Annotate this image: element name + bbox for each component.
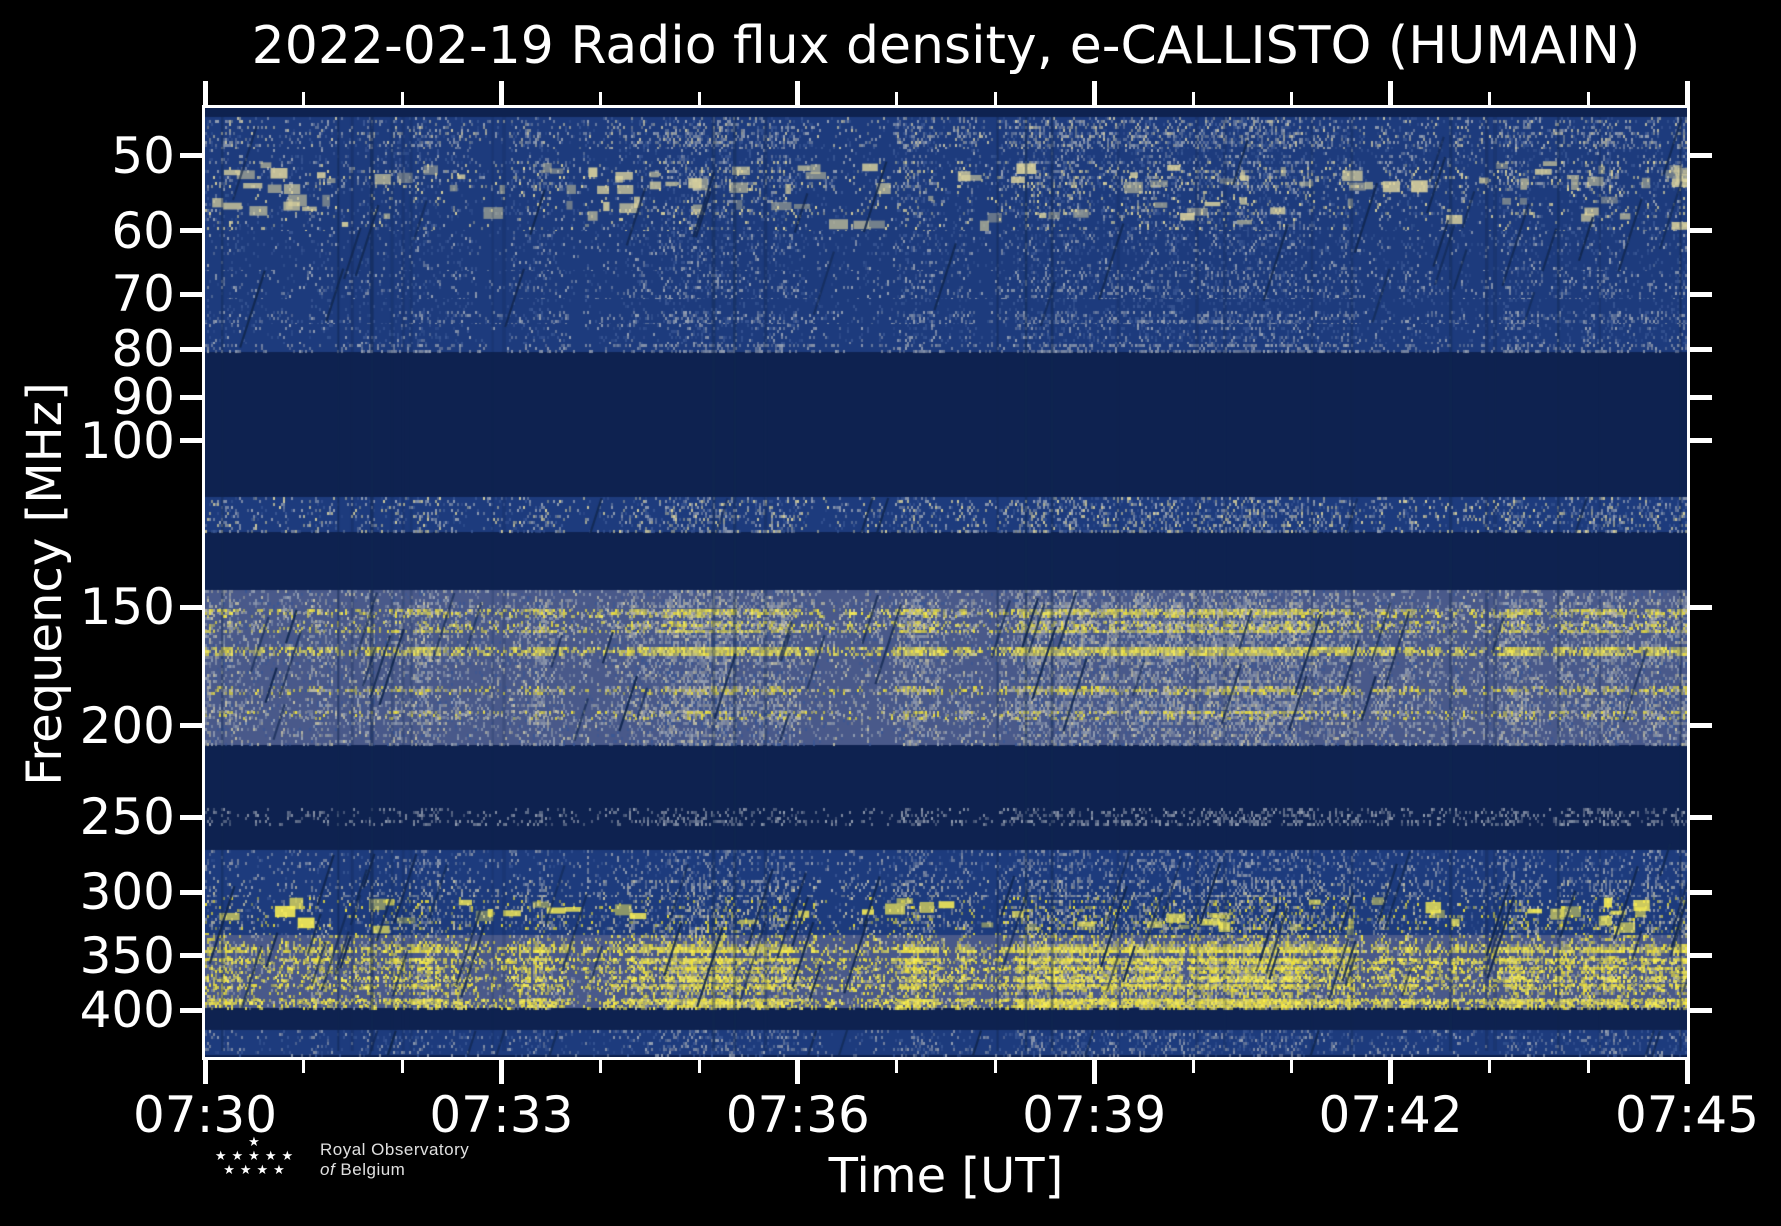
x-major-tick: [498, 81, 504, 105]
y-tick-label: 100: [79, 411, 175, 470]
x-minor-tick: [993, 1060, 997, 1073]
x-minor-tick: [1191, 92, 1195, 105]
y-major-tick: [180, 814, 202, 820]
x-axis-title: Time [UT]: [828, 1148, 1064, 1204]
y-tick-label: 250: [79, 788, 175, 847]
y-tick-label: 80: [111, 320, 175, 379]
rob-logo-stars-icon: ★ ★★★★★ ★★★★: [206, 1136, 302, 1178]
y-axis-title: Frequency [MHz]: [17, 382, 73, 786]
y-major-tick: [1690, 228, 1712, 234]
x-major-tick: [498, 1060, 504, 1084]
x-major-tick: [202, 1060, 208, 1084]
x-major-tick: [202, 81, 208, 105]
x-minor-tick: [1290, 92, 1294, 105]
rob-logo-line2-name: Belgium: [340, 1160, 406, 1179]
x-minor-tick: [1586, 92, 1590, 105]
y-major-tick: [180, 291, 202, 297]
y-major-tick: [1690, 814, 1712, 820]
y-major-tick: [1690, 723, 1712, 729]
x-major-tick: [795, 1060, 801, 1084]
x-major-tick: [1388, 81, 1394, 105]
y-major-tick: [1690, 1007, 1712, 1013]
x-minor-tick: [1487, 92, 1491, 105]
y-tick-label: 400: [79, 981, 175, 1040]
x-major-tick: [1091, 1060, 1097, 1084]
x-minor-tick: [302, 1060, 306, 1073]
y-major-tick: [1690, 953, 1712, 959]
y-major-tick: [1690, 438, 1712, 444]
x-minor-tick: [1487, 1060, 1491, 1073]
rob-logo-line2-prefix: of: [320, 1160, 336, 1179]
chart-title: 2022-02-19 Radio flux density, e-CALLIST…: [251, 16, 1641, 76]
y-major-tick: [1690, 394, 1712, 400]
x-minor-tick: [697, 1060, 701, 1073]
y-major-tick: [180, 346, 202, 352]
x-minor-tick: [302, 92, 306, 105]
y-major-tick: [1690, 346, 1712, 352]
x-major-tick: [795, 81, 801, 105]
y-major-tick: [180, 228, 202, 234]
x-minor-tick: [895, 1060, 899, 1073]
y-major-tick: [1690, 291, 1712, 297]
x-tick-label: 07:42: [1318, 1086, 1463, 1144]
x-minor-tick: [993, 92, 997, 105]
y-major-tick: [1690, 604, 1712, 610]
y-major-tick: [1690, 153, 1712, 159]
x-minor-tick: [598, 1060, 602, 1073]
rob-logo-star-row: ★★★★★: [214, 1149, 299, 1164]
x-minor-tick: [598, 92, 602, 105]
x-minor-tick: [401, 92, 405, 105]
x-major-tick: [1091, 81, 1097, 105]
rob-logo: ★ ★★★★★ ★★★★ Royal Observatory of Belgium: [206, 1136, 469, 1180]
x-minor-tick: [1191, 1060, 1195, 1073]
rob-logo-line2: of Belgium: [320, 1160, 469, 1180]
y-tick-label: 50: [111, 126, 175, 185]
y-tick-label: 60: [111, 201, 175, 260]
x-minor-tick: [697, 92, 701, 105]
x-tick-label: 07:30: [132, 1086, 278, 1144]
y-major-tick: [180, 889, 202, 895]
y-tick-label: 350: [79, 926, 175, 985]
y-major-tick: [1690, 889, 1712, 895]
y-major-tick: [180, 438, 202, 444]
y-tick-label: 300: [79, 863, 175, 922]
spectrogram-canvas: [205, 108, 1687, 1057]
x-minor-tick: [895, 92, 899, 105]
x-tick-label: 07:33: [429, 1086, 574, 1144]
x-minor-tick: [401, 1060, 405, 1073]
y-tick-label: 70: [111, 265, 175, 324]
x-minor-tick: [1586, 1060, 1590, 1073]
x-tick-label: 07:39: [1022, 1086, 1167, 1144]
x-major-tick: [1388, 1060, 1394, 1084]
y-major-tick: [180, 153, 202, 159]
x-minor-tick: [1290, 1060, 1294, 1073]
y-tick-label: 90: [111, 368, 175, 427]
rob-logo-text: Royal Observatory of Belgium: [320, 1140, 469, 1180]
x-major-tick: [1684, 1060, 1690, 1084]
x-tick-label: 07:45: [1614, 1086, 1760, 1144]
y-major-tick: [180, 723, 202, 729]
y-tick-label: 150: [79, 578, 175, 637]
x-major-tick: [1684, 81, 1690, 105]
rob-logo-line1: Royal Observatory: [320, 1140, 470, 1159]
y-major-tick: [180, 953, 202, 959]
rob-logo-star-row: ★: [248, 1135, 265, 1150]
y-major-tick: [180, 1007, 202, 1013]
x-tick-label: 07:36: [725, 1086, 870, 1144]
y-tick-label: 200: [79, 696, 175, 755]
rob-logo-star-row: ★★★★: [223, 1163, 290, 1178]
y-major-tick: [180, 604, 202, 610]
plot-area: [202, 105, 1690, 1060]
y-major-tick: [180, 394, 202, 400]
